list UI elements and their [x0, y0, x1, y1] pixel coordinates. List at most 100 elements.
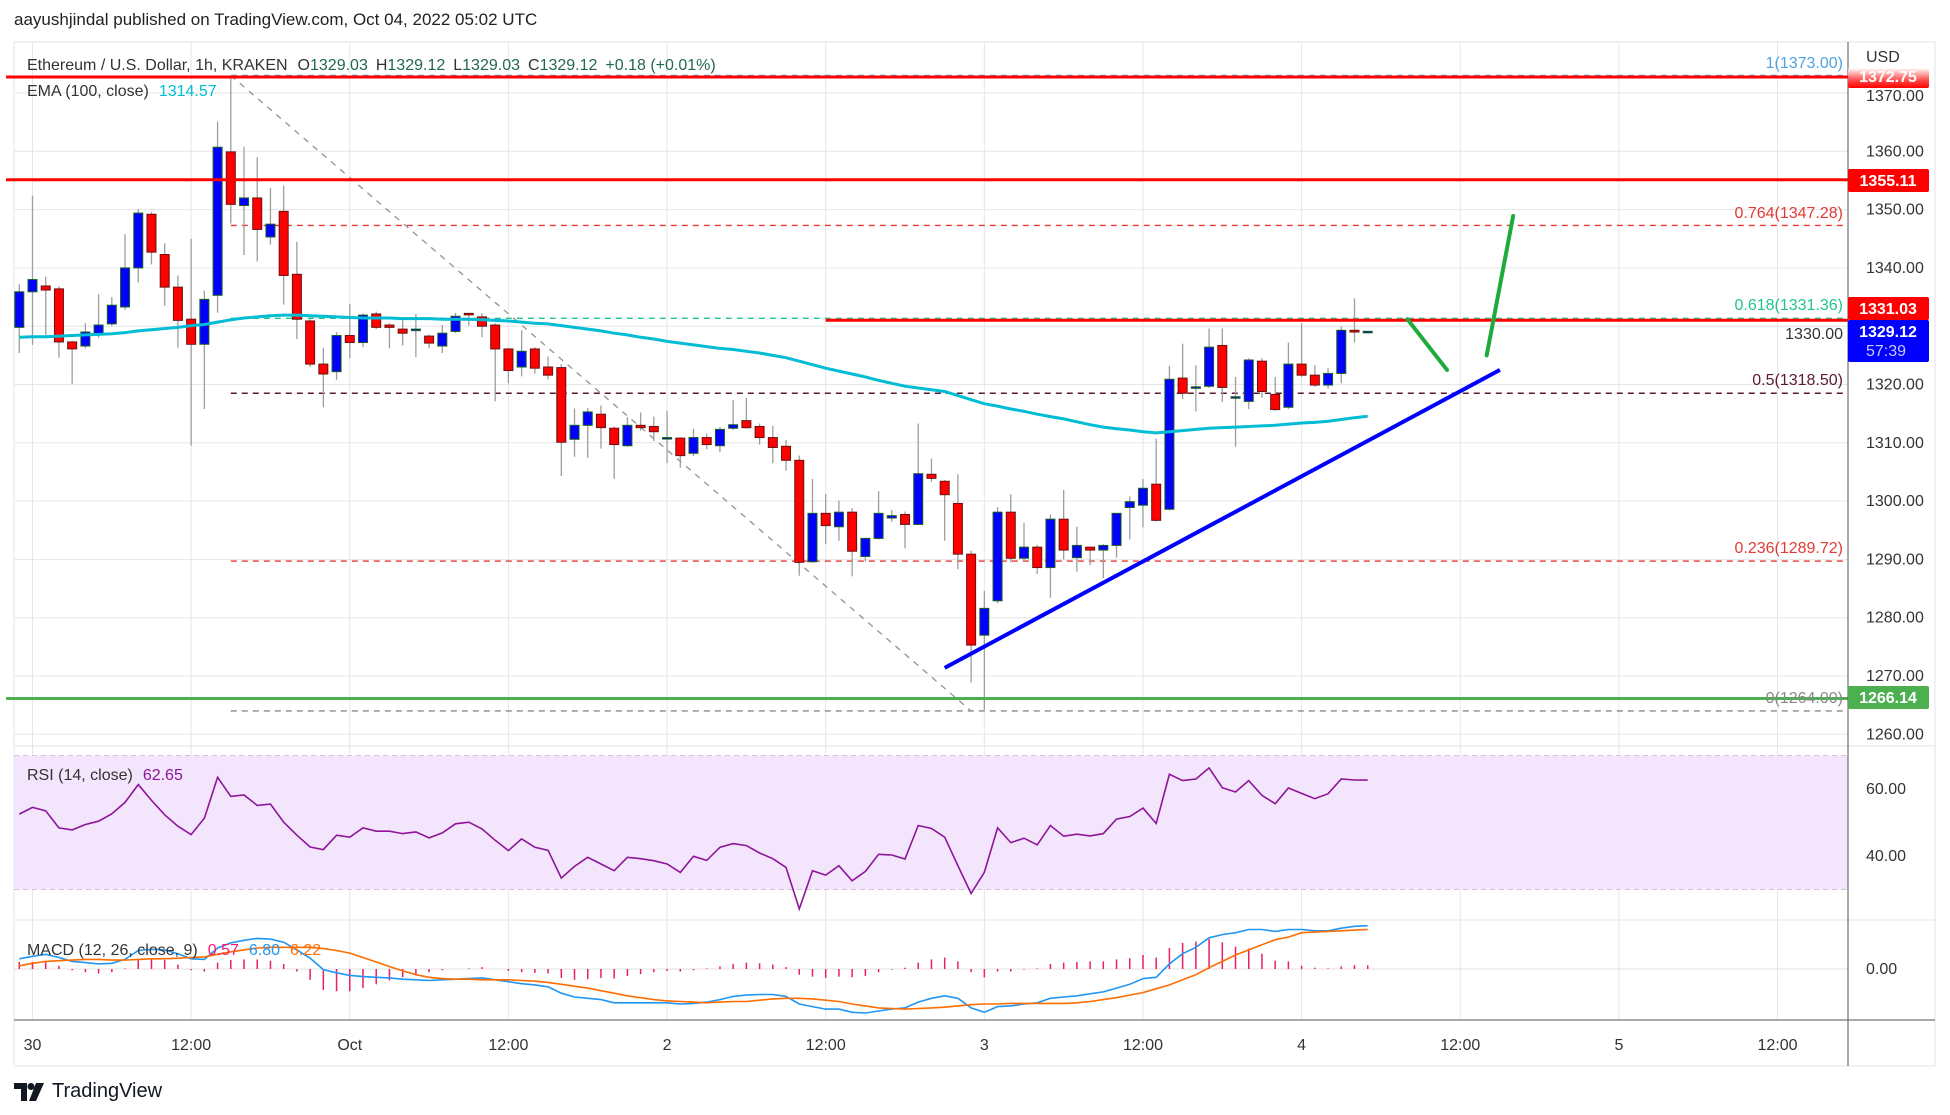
candle-body: [648, 425, 659, 433]
tradingview-logo[interactable]: TradingView: [14, 1080, 162, 1103]
candle-body: [688, 437, 699, 454]
rsi-band: [14, 755, 1848, 890]
candle-body: [992, 511, 1003, 602]
candle: [1151, 438, 1162, 522]
candle: [569, 408, 580, 457]
candle: [186, 238, 197, 446]
candle-body: [701, 437, 712, 446]
time-label: 2: [663, 1037, 672, 1054]
price-tick: 1330.00: [1785, 326, 1843, 343]
tradingview-logo-icon: [14, 1082, 44, 1101]
candle: [754, 423, 765, 445]
candle: [873, 491, 884, 540]
candle-body: [1177, 377, 1188, 394]
candle-body: [476, 316, 487, 327]
candle-body: [463, 312, 474, 316]
time-axis[interactable]: 30 12:00 Oct 12:00 2 12:00 3 12:00 4 12:00 5 12:00: [24, 1037, 1798, 1054]
rsi-legend: RSI (14, close) 62.65: [27, 767, 183, 784]
candle: [543, 356, 554, 380]
candle-body: [767, 437, 778, 448]
candle: [1177, 343, 1188, 400]
candle-body: [424, 335, 435, 344]
candle: [40, 276, 51, 335]
candle-body: [1190, 386, 1201, 389]
candle-body: [120, 267, 131, 308]
candle: [675, 436, 686, 468]
badge-1355: [1848, 169, 1929, 192]
candle-body: [239, 197, 250, 207]
candle: [424, 334, 435, 349]
candle-body: [952, 502, 963, 555]
candle: [1204, 328, 1215, 388]
candle-body: [754, 425, 765, 439]
candle: [1137, 478, 1148, 528]
candle: [252, 157, 263, 262]
candle-body: [741, 420, 752, 429]
drawings[interactable]: [6, 75, 1848, 701]
signal-line: [19, 928, 1368, 1010]
candle-body: [582, 411, 593, 426]
candle: [410, 313, 421, 358]
price-tick: 1300.00: [1866, 493, 1924, 510]
candle: [1111, 512, 1122, 558]
projection-arrow-line: [1405, 317, 1450, 372]
candle: [146, 211, 157, 265]
candle-body: [344, 335, 355, 344]
candle-body: [1085, 546, 1096, 551]
candle-body: [172, 286, 183, 321]
candle: [648, 416, 659, 442]
candle-body: [1270, 393, 1281, 411]
badge-last-price-text: 1329.12: [1859, 324, 1917, 341]
candle-body: [40, 285, 51, 291]
candle-body: [662, 437, 673, 440]
candle-body: [252, 197, 263, 230]
candle: [860, 537, 871, 562]
candle: [781, 439, 792, 471]
candle-body: [1045, 518, 1056, 569]
badge-1372-text: 1372.75: [1859, 69, 1917, 86]
badge-last-price: [1848, 320, 1929, 362]
candle-body: [714, 428, 725, 447]
candle-body: [437, 332, 448, 347]
price-tick: 1310.00: [1866, 435, 1924, 452]
candle-body: [913, 473, 924, 525]
candle: [1019, 522, 1029, 562]
candle-body: [371, 313, 382, 328]
candle-body: [1098, 544, 1109, 551]
candle-body: [516, 350, 527, 368]
candle: [556, 364, 567, 477]
candle: [1098, 544, 1109, 579]
candle-body: [820, 512, 831, 527]
candle: [1362, 330, 1373, 334]
candle: [225, 75, 236, 224]
candle-body: [873, 512, 884, 539]
candle: [847, 508, 858, 577]
candle-body: [1230, 396, 1241, 399]
candle-body: [886, 515, 897, 519]
candle: [1058, 490, 1069, 560]
candle: [939, 480, 950, 541]
candle: [1217, 328, 1228, 402]
candle: [371, 311, 382, 330]
fib-label-05: 0.5(1318.50): [1752, 372, 1843, 389]
candle: [979, 590, 990, 710]
candle: [1309, 365, 1320, 387]
candle-body: [384, 324, 395, 328]
candle-body: [1032, 546, 1043, 569]
rsi-tick: 40.00: [1866, 848, 1906, 865]
candle-body: [410, 328, 421, 332]
candle-body: [159, 253, 170, 288]
candle-body: [80, 331, 91, 347]
ema-legend-label: EMA (100, close): [27, 83, 149, 100]
price-axis[interactable]: 1370.00 1360.00 1350.00 1340.00 1330.00 1320.…: [1785, 88, 1924, 978]
candle: [1032, 544, 1043, 574]
badge-support-text: 1266.14: [1859, 690, 1917, 707]
time-label: 12:00: [488, 1037, 528, 1054]
macd-line: [19, 924, 1368, 1014]
candle: [27, 195, 38, 345]
badge-1355-text: 1355.11: [1860, 173, 1917, 190]
candle-body: [27, 279, 38, 293]
candle: [1164, 365, 1175, 511]
rsi-line: [18, 766, 1368, 912]
